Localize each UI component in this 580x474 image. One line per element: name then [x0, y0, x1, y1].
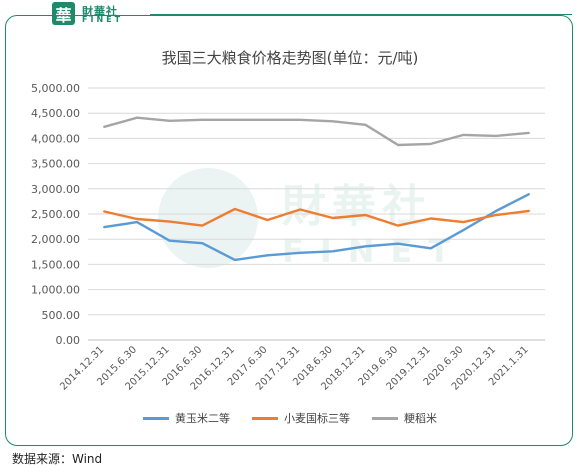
y-tick-label: 3,500.00: [31, 158, 80, 171]
y-tick-label: 1,500.00: [31, 258, 80, 271]
watermark-en: FINET: [282, 232, 467, 270]
legend-item-wheat: 小麦国标三等: [252, 410, 350, 426]
legend-label-rice: 粳稻米: [404, 412, 437, 425]
legend-label-wheat: 小麦国标三等: [284, 412, 350, 425]
chart-frame: [5, 15, 573, 446]
series-line-rice: [103, 116, 530, 147]
series-line-corn: [103, 193, 530, 262]
y-tick-label: 1,000.00: [31, 284, 80, 297]
legend-swatch-rice: [372, 416, 398, 420]
brand-name-en: FINET: [82, 15, 124, 24]
watermark-cn: 財華社: [282, 181, 432, 232]
y-tick-label: 3,000.00: [31, 183, 80, 196]
brand-name-cn: 財華社: [82, 5, 118, 18]
y-tick-label: 4,500.00: [31, 107, 80, 120]
series-line-wheat: [103, 207, 530, 227]
chart-legend: 黄玉米二等 小麦国标三等 粳稻米: [0, 410, 580, 426]
chart-title: 我国三大粮食价格走势图(单位：元/吨): [161, 49, 419, 67]
y-tick-label: 0.00: [56, 334, 81, 347]
watermark-stamp-icon: [158, 168, 258, 268]
header-rule: [150, 14, 572, 15]
legend-item-rice: 粳稻米: [372, 410, 437, 426]
y-tick-label: 500.00: [42, 309, 81, 322]
source-note: 数据来源：Wind: [12, 452, 103, 466]
legend-swatch-corn: [143, 416, 169, 420]
legend-label-corn: 黄玉米二等: [175, 412, 230, 425]
legend-swatch-wheat: [252, 416, 278, 420]
y-tick-label: 5,000.00: [31, 82, 80, 95]
y-tick-label: 2,500.00: [31, 208, 80, 221]
legend-item-corn: 黄玉米二等: [143, 410, 230, 426]
y-tick-label: 4,000.00: [31, 132, 80, 145]
y-tick-label: 2,000.00: [31, 233, 80, 246]
